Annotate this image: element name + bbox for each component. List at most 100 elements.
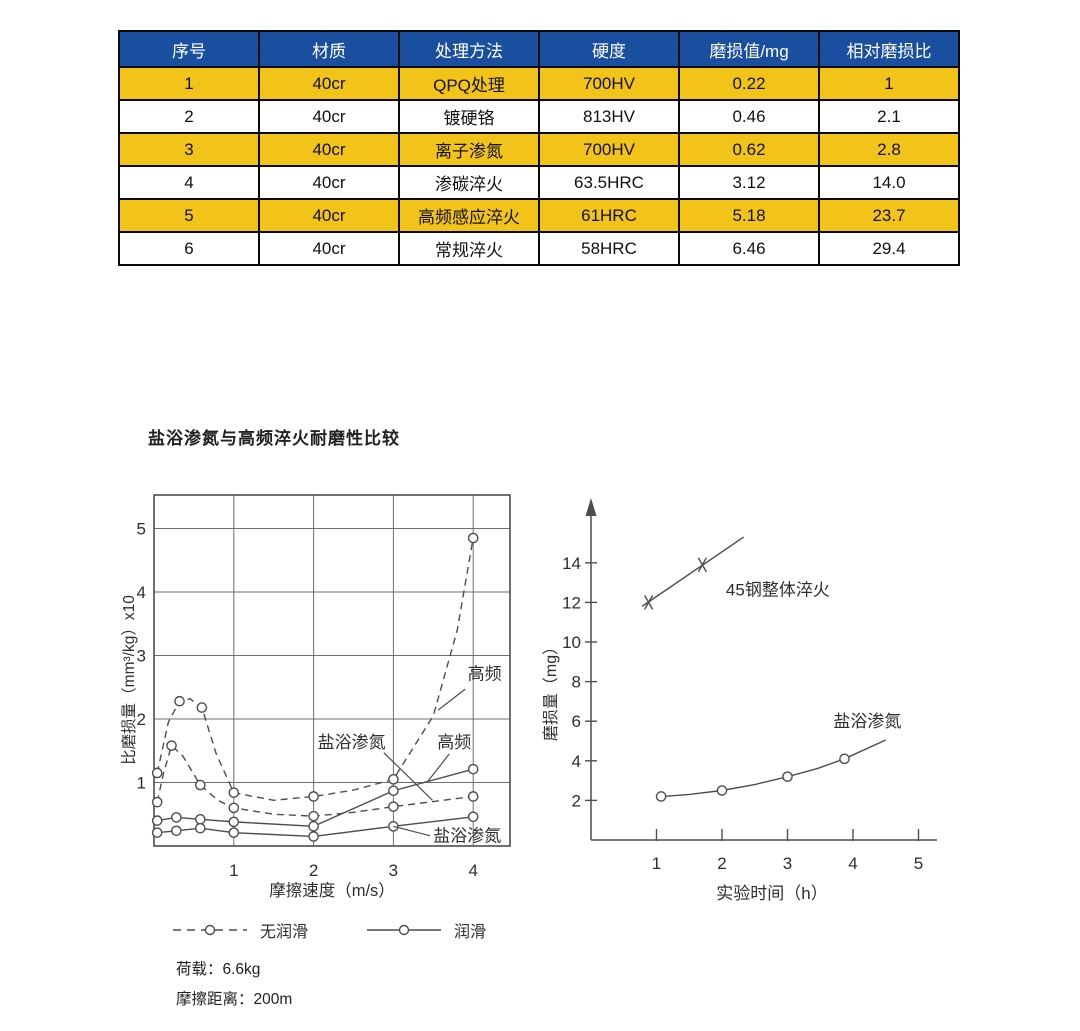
- table-cell: 14.0: [818, 165, 960, 200]
- circle-marker: [308, 831, 319, 842]
- table-cell: 40cr: [258, 231, 400, 266]
- table-cell: 2: [118, 99, 260, 134]
- table-row: 3 40cr 离子渗氮 700HV 0.62 2.8: [118, 132, 960, 167]
- y-tick-label: 4: [137, 583, 146, 602]
- table-cell: 镀硬铬: [398, 99, 540, 134]
- circle-marker: [467, 791, 479, 802]
- circle-marker: [151, 815, 163, 826]
- table-cell: 40cr: [258, 99, 400, 134]
- y-tick-label: 1: [137, 774, 146, 793]
- column-header: 序号: [118, 30, 260, 68]
- circle-marker: [716, 785, 728, 796]
- y-tick-label: 2: [572, 791, 581, 810]
- x-tick-label: 4: [468, 861, 477, 880]
- y-tick-label: 10: [562, 633, 581, 652]
- series-annotation: 盐浴渗氮: [318, 733, 386, 752]
- y-tick-label: 8: [572, 673, 581, 692]
- y-tick-label: 2: [137, 710, 146, 729]
- x-axis-label: 实验时间（h）: [716, 884, 827, 903]
- y-tick-label: 4: [572, 752, 581, 771]
- table-cell: 1: [118, 66, 260, 101]
- table-cell: 700HV: [538, 132, 680, 167]
- table-cell: 高频感应淬火: [398, 198, 540, 233]
- table-body: 1 40cr QPQ处理 700HV 0.22 1 2 40cr 镀硬铬 813HV 0.46 2.1…: [118, 66, 960, 266]
- table-cell: 渗碳淬火: [398, 165, 540, 200]
- circle-marker: [194, 779, 206, 791]
- x-axis-label: 摩擦速度（m/s）: [269, 881, 395, 900]
- circle-marker: [151, 767, 163, 779]
- solid-line-circle-marker-icon: [367, 924, 442, 936]
- table-head: 序号 材质 处理方法 硬度 磨损值/mg 相对磨损比: [118, 30, 960, 68]
- chart-section-title: 盐浴渗氮与高频淬火耐磨性比较: [148, 429, 400, 448]
- table-cell: 40cr: [258, 66, 400, 101]
- table-cell: 29.4: [818, 231, 960, 266]
- annotation-leader-line: [383, 752, 433, 801]
- table-row: 6 40cr 常规淬火 58HRC 6.46 29.4: [118, 231, 960, 266]
- annotation-leader-line: [437, 688, 466, 711]
- legend-label-no-lubrication: 无润滑: [260, 924, 309, 941]
- y-tick-label: 3: [137, 647, 146, 666]
- circle-marker: [467, 763, 479, 775]
- table-cell: 5: [118, 198, 260, 233]
- circle-marker: [171, 812, 182, 823]
- series-annotation: 盐浴渗氮: [433, 827, 501, 846]
- circle-marker: [194, 822, 206, 834]
- y-tick-label: 14: [562, 554, 581, 573]
- y-tick-label: 5: [137, 520, 146, 539]
- table-cell: 40cr: [258, 165, 400, 200]
- circle-marker: [228, 802, 240, 814]
- plot-border: [153, 494, 511, 847]
- table-cell: 5.18: [678, 198, 820, 233]
- circle-marker: [388, 785, 399, 797]
- dashed-line-circle-marker-icon: [173, 924, 247, 936]
- column-header: 处理方法: [398, 30, 540, 68]
- y-tick-label: 12: [562, 593, 581, 612]
- legend-item-no-lubrication: 无润滑: [172, 918, 308, 942]
- x-tick-label: 2: [309, 861, 318, 880]
- circle-marker: [171, 825, 182, 837]
- circle-marker: [196, 702, 208, 713]
- y-axis-label: 磨损量（mg）: [542, 639, 560, 741]
- table-row: 5 40cr 高频感应淬火 61HRC 5.18 23.7: [118, 198, 960, 233]
- table-cell: 0.22: [678, 66, 820, 101]
- table-row: 1 40cr QPQ处理 700HV 0.22 1: [118, 66, 960, 101]
- series-line-高频-无润滑: [156, 537, 474, 801]
- table-header-row: 序号 材质 处理方法 硬度 磨损值/mg 相对磨损比: [118, 30, 960, 68]
- table-cell: 813HV: [538, 99, 680, 134]
- x-tick-label: 3: [783, 854, 792, 873]
- table-cell: 0.62: [678, 132, 820, 167]
- legend-label-lubricated: 润滑: [454, 924, 487, 941]
- table-cell: 61HRC: [538, 198, 680, 233]
- table-cell: 常规淬火: [398, 231, 540, 266]
- table-cell: 3: [118, 132, 260, 167]
- column-header: 相对磨损比: [818, 30, 960, 68]
- table-cell: 1: [818, 66, 960, 101]
- series-annotation: 高频: [437, 733, 471, 752]
- y-axis-arrow-icon: [585, 498, 597, 516]
- column-header: 磨损值/mg: [678, 30, 820, 68]
- x-tick-label: 1: [652, 854, 661, 873]
- circle-marker: [655, 791, 667, 802]
- table-cell: 23.7: [818, 198, 960, 233]
- table-cell: 2.8: [818, 132, 960, 167]
- x-tick-label: 2: [717, 854, 726, 873]
- table-cell: 0.46: [678, 99, 820, 134]
- series-line-盐浴渗氮-无润滑: [156, 744, 474, 817]
- circle-marker: [194, 814, 206, 825]
- x-marker: [697, 557, 707, 573]
- circle-marker: [467, 811, 479, 823]
- table-cell: 3.12: [678, 165, 820, 200]
- table-row: 2 40cr 镀硬铬 813HV 0.46 2.1: [118, 99, 960, 134]
- circle-marker: [228, 816, 240, 828]
- x-tick-label: 4: [848, 854, 857, 873]
- x-tick-label: 5: [914, 854, 923, 873]
- table-row: 4 40cr 渗碳淬火 63.5HRC 3.12 14.0: [118, 165, 960, 200]
- table-cell: QPQ处理: [398, 66, 540, 101]
- circle-marker: [166, 740, 177, 751]
- column-header: 硬度: [538, 30, 680, 68]
- friction-distance-note: 摩擦距离：200m: [176, 991, 293, 1008]
- legend-item-lubricated: 润滑: [366, 918, 486, 942]
- table-cell: 离子渗氮: [398, 132, 540, 167]
- y-tick-label: 6: [572, 712, 581, 731]
